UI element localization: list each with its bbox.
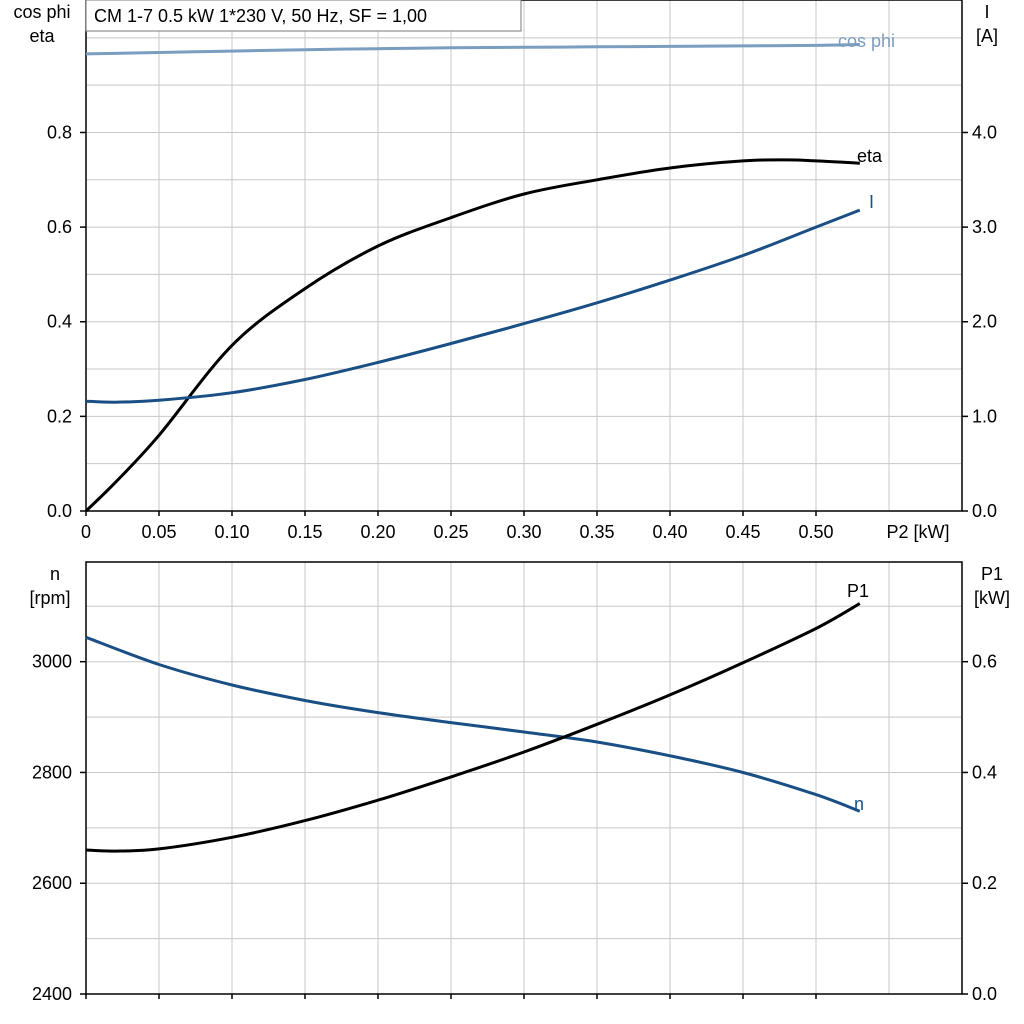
x-axis-tick-label: 0.15: [287, 522, 322, 542]
series-label-n: n: [854, 794, 864, 814]
x-axis-tick-label: 0.20: [360, 522, 395, 542]
curve-n: [85, 635, 861, 813]
upper-left-axis-label-line1: cos phi: [13, 2, 70, 22]
curves-layer: [84, 43, 861, 853]
left-axis-tick-label: 0.0: [47, 501, 72, 521]
x-axis-tick-label: 0.25: [433, 522, 468, 542]
curve-eta: [84, 158, 860, 513]
left-axis-tick-label: 2600: [32, 873, 72, 893]
left-axis-tick-label: 3000: [32, 652, 72, 672]
right-axis-tick-label: 0.0: [972, 984, 997, 1004]
right-axis-tick-label: 0.6: [972, 652, 997, 672]
series-label-eta: eta: [857, 146, 883, 166]
title-box: [85, 0, 522, 32]
left-axis-tick-label: 2800: [32, 762, 72, 782]
left-axis-tick-label: 0.8: [47, 122, 72, 142]
left-axis-tick-label: 0.6: [47, 217, 72, 237]
x-axis-tick-label: 0.50: [798, 522, 833, 542]
x-axis-tick-label: 0: [81, 522, 91, 542]
right-axis-tick-label: 0.0: [972, 501, 997, 521]
right-axis-tick-label: 1.0: [972, 406, 997, 426]
left-axis-tick-label: 2400: [32, 984, 72, 1004]
lower-right-axis-label-line1: P1: [981, 564, 1003, 584]
series-label-i: I: [869, 192, 874, 212]
x-axis-tick-label: 0.40: [652, 522, 687, 542]
ticks-layer: 0.0 0.2 0.4 0.6 0.8 0.0 1.0 2.0 3.0 4.0 0 0.05 0.10 0…: [32, 122, 997, 1004]
x-axis-label: P2 [kW]: [886, 522, 949, 542]
curve-cos-phi: [85, 43, 860, 56]
x-axis-tick-label: 0.05: [141, 522, 176, 542]
x-axis-tick-label: 0.35: [579, 522, 614, 542]
x-axis-tick-label: 0.10: [214, 522, 249, 542]
left-axis-tick-label: 0.2: [47, 406, 72, 426]
right-axis-tick-label: 4.0: [972, 122, 997, 142]
grid-layer: [85, 0, 962, 994]
lower-right-axis-label-line2: [kW]: [974, 588, 1010, 608]
lower-left-axis-label-line2: [rpm]: [29, 588, 70, 608]
chart-title: CM 1-7 0.5 kW 1*230 V, 50 Hz, SF = 1,00: [94, 6, 427, 26]
series-label-p1: P1: [847, 581, 869, 601]
lower-left-axis-label-line1: n: [50, 564, 60, 584]
right-axis-tick-label: 3.0: [972, 217, 997, 237]
curve-p1: [85, 602, 861, 853]
upper-left-axis-label-line2: eta: [29, 26, 55, 46]
right-axis-tick-label: 0.2: [972, 873, 997, 893]
curve-i: [85, 208, 861, 404]
right-axis-tick-label: 0.4: [972, 762, 997, 782]
upper-right-axis-label-line2: [A]: [976, 26, 998, 46]
left-axis-tick-label: 0.4: [47, 312, 72, 332]
upper-right-axis-label-line1: I: [984, 2, 989, 22]
series-label-cos-phi: cos phi: [838, 31, 895, 51]
x-axis-tick-label: 0.30: [506, 522, 541, 542]
x-axis-tick-label: 0.45: [725, 522, 760, 542]
right-axis-tick-label: 2.0: [972, 312, 997, 332]
